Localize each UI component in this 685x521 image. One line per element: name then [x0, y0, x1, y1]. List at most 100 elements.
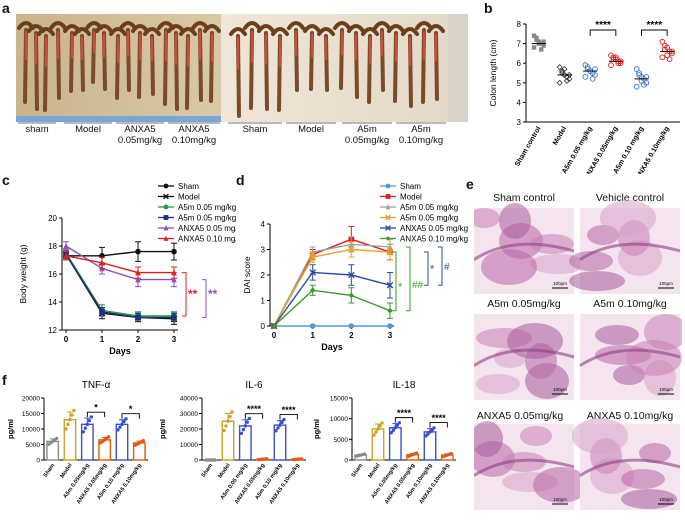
- significance-bracket: [392, 251, 397, 312]
- panel-b-letter: b: [484, 0, 493, 16]
- y-tick-label: 18: [48, 242, 57, 251]
- y-tick-label: 10000: [330, 416, 348, 423]
- colon-photo-svg: [16, 14, 468, 122]
- data-point: [309, 253, 316, 261]
- colon-cecum: [203, 24, 221, 33]
- data-point: [89, 415, 94, 419]
- data-point: [534, 35, 539, 40]
- significance-bracket: [424, 251, 429, 286]
- he-muscle-layer: [474, 348, 575, 367]
- y-tick-label: 15000: [22, 411, 40, 418]
- data-point: [376, 427, 380, 431]
- data-point: [566, 71, 573, 79]
- y-axis-label: Colon length (cm): [488, 39, 498, 106]
- he-muscle-layer: [474, 242, 575, 261]
- legend-marker: [163, 235, 169, 241]
- legend-marker: [385, 214, 391, 221]
- data-point: [348, 323, 355, 329]
- data-point: [380, 421, 384, 425]
- bar: [221, 420, 235, 461]
- data-point: [432, 426, 436, 430]
- y-tick-label: 5: [517, 79, 522, 88]
- colon-cecum: [415, 21, 433, 30]
- data-point: [243, 424, 248, 428]
- legend-label: ANXA5 0.05 mg/kg: [400, 224, 468, 233]
- y-axis-label: pg/ml: [314, 419, 321, 439]
- x-tick-label: 2: [136, 335, 141, 344]
- x-tick-label: Sham control: [514, 125, 542, 167]
- significance-bracket: [182, 272, 187, 317]
- bar: [63, 419, 77, 461]
- legend-label: A5m 0.05 mg/kg: [178, 214, 236, 223]
- colon-cecum: [333, 21, 351, 30]
- x-tick-label: 1: [100, 335, 105, 344]
- data-point: [378, 424, 382, 428]
- data-point: [63, 242, 69, 249]
- he-tissue-region: [621, 469, 665, 489]
- x-tick-label: 3: [172, 335, 177, 344]
- bar: [238, 425, 252, 461]
- he-tissue-region: [474, 208, 500, 228]
- x-tick-label: 3: [388, 331, 393, 340]
- data-point: [271, 323, 277, 329]
- data-point: [68, 418, 72, 422]
- panel-e-letter: e: [466, 176, 474, 192]
- data-point: [226, 419, 230, 423]
- data-point: [362, 452, 367, 456]
- data-point: [135, 276, 141, 283]
- he-tissue-region: [474, 421, 503, 457]
- data-point: [239, 431, 244, 436]
- legend-marker: [163, 204, 169, 210]
- data-point: [589, 76, 596, 82]
- he-tissue-region: [569, 271, 625, 291]
- x-tick-label: Model: [552, 125, 568, 146]
- bar: [80, 423, 94, 461]
- data-point: [556, 64, 563, 71]
- scale-bar-label: 100μm: [553, 387, 567, 392]
- photo-labels: sham Model ANXA5 0.05mg/kg ANXA5 0.10mg/…: [16, 124, 468, 156]
- x-axis-label: Days: [321, 342, 343, 352]
- data-point: [212, 458, 217, 462]
- colon-cecum: [271, 27, 289, 36]
- y-tick-label: 0: [194, 458, 198, 465]
- he-muscle-layer: [474, 458, 575, 477]
- colon-cecum: [257, 24, 275, 33]
- colon-length-chart: 3 4 5 6 7 8 Colon length (cm) Sham control Model…: [488, 20, 680, 174]
- photo-label-sham: sham: [25, 124, 49, 135]
- photo-background-right: [221, 14, 468, 122]
- significance-bracket: [589, 29, 617, 36]
- data-point: [393, 426, 398, 430]
- data-point: [541, 43, 546, 48]
- data-point: [659, 54, 666, 61]
- data-point: [87, 418, 92, 423]
- y-tick-label: 2: [261, 271, 266, 280]
- photo-label-anxa5-005: ANXA5 0.05mg/kg: [117, 124, 163, 146]
- y-tick-label: 5000: [26, 442, 41, 449]
- significance-label: ****: [647, 20, 663, 31]
- legend-marker: [163, 193, 169, 200]
- y-tick-label: 12: [48, 326, 57, 335]
- legend-label: A5m 0.05 mg/kg: [178, 203, 236, 212]
- colon-cecum: [73, 27, 91, 36]
- legend-marker: [385, 204, 391, 210]
- colon-cecum: [37, 27, 55, 36]
- x-tick-label: Sham: [351, 463, 365, 479]
- panel-c-letter: c: [2, 172, 10, 188]
- y-tick-label: 6: [517, 59, 522, 68]
- data-point: [135, 269, 141, 276]
- data-point: [99, 309, 105, 315]
- legend-marker: [163, 215, 169, 220]
- data-point: [224, 424, 228, 428]
- colon-cecum: [361, 27, 379, 36]
- data-point: [541, 39, 546, 44]
- data-point: [348, 246, 355, 253]
- data-point: [135, 248, 141, 255]
- legend-label: A5m 0.05 mg/kg: [400, 203, 458, 212]
- series-line: [65, 254, 174, 319]
- significance-label: *: [398, 281, 403, 293]
- data-point: [70, 413, 74, 417]
- he-tissue-region: [572, 418, 628, 454]
- significance-bracket: [394, 417, 414, 423]
